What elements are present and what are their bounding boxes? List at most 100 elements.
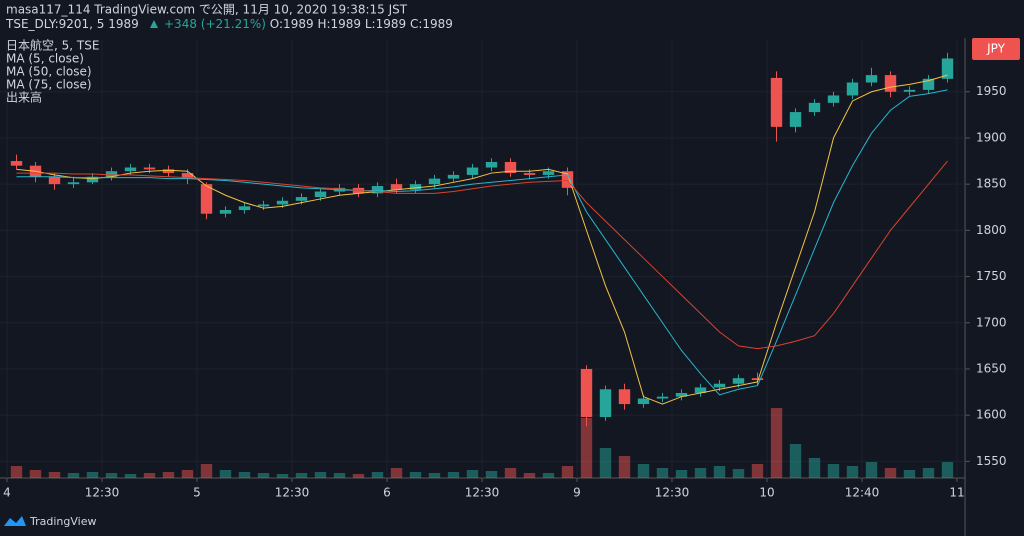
candle-body [846,82,859,96]
volume-bar [390,468,403,478]
y-tick-label: 1600 [976,408,1007,422]
volume-bar [523,473,536,478]
candle-body [713,383,726,388]
candle-body [732,378,745,384]
candle-body [789,112,802,127]
volume-bar [200,464,213,478]
x-tick-label: 12:30 [655,486,690,500]
volume-bar [295,473,308,478]
x-tick-label: 9 [573,486,581,500]
candle-body [67,182,80,185]
high: H:1989 [317,17,361,31]
moving-average [16,160,948,350]
candle-body [485,161,498,168]
open: O:1989 [270,17,314,31]
candle-body [827,95,840,103]
legend-item: MA (50, close) [6,65,92,79]
candle-body [276,200,289,205]
x-tick-label: 11 [949,486,964,500]
volume-bar [314,472,327,478]
candle-body [675,392,688,397]
candle-body [751,378,764,381]
moving-average [16,89,948,396]
x-tick-label: 12:40 [845,486,880,500]
publisher: masa117_114 TradingView.com で公開, 11月 10,… [6,3,408,17]
candle-body [884,75,897,92]
volume-bar [580,418,593,478]
symbol: TSE_DLY:9201, 5 [5,17,104,31]
volume-bar [865,462,878,478]
candle-body [599,389,612,418]
volume-bar [428,473,441,478]
volume-bar [219,470,232,478]
volume-bar [808,458,821,478]
volume-bar [48,472,61,478]
volume-bar [10,466,23,478]
x-tick-label: 12:30 [85,486,120,500]
volume-bar [181,470,194,478]
candle-body [637,398,650,405]
candle-body [390,184,403,190]
currency-badge[interactable] [972,38,1020,60]
volume-bar [675,470,688,478]
candle-body [409,184,422,190]
volume-bar [67,473,80,478]
x-tick-label: 12:30 [275,486,310,500]
quote: TSE_DLY:9201, 5 1989 [5,17,139,31]
candle-body [238,206,251,211]
volume-bar [86,472,99,478]
candle-body [618,389,631,405]
candle-body [295,197,308,201]
volume-bar [257,473,270,478]
volume-bar [637,464,650,478]
volume-bar [884,468,897,478]
candle-body [143,167,156,170]
x-tick-label: 10 [759,486,774,500]
logo [4,516,26,526]
volume-bar [941,462,954,478]
x-tick-label: 12:30 [465,486,500,500]
candle-body [694,387,707,393]
volume-bar [751,464,764,478]
candle-body [48,176,61,185]
volume-bar [238,472,251,478]
volume-bar [903,470,916,478]
volume-bar [656,468,669,478]
volume-bar [485,471,498,478]
x-tick-label: 6 [383,486,391,500]
volume-bar [143,473,156,478]
y-tick-label: 1850 [976,177,1007,191]
volume-bar [827,464,840,478]
candle-body [124,167,137,172]
candle-body [656,396,669,399]
y-tick-label: 1900 [976,130,1007,144]
candle-body [865,75,878,83]
candle-body [580,368,593,418]
volume-bar [542,473,555,478]
volume-bar [922,468,935,478]
moving-average [16,74,948,405]
volume-bar [352,474,365,478]
close: C:1989 [410,17,453,31]
volume-bar [276,474,289,478]
last: 1989 [108,17,139,31]
plot: 4 12:30 5 12:30 6 12:30 9 12:30 10 12:40 11 [0,40,965,500]
volume-bar [333,473,346,478]
candle-body [504,161,517,174]
volume-bar [618,456,631,478]
change: +348 (+21.21%) [164,17,266,31]
candle-body [219,210,232,214]
x-tick-label: 5 [193,486,201,500]
candle-body [371,186,384,194]
candle-body [428,178,441,185]
volume-bar [466,470,479,478]
up-arrow [150,20,158,28]
volume-bar [124,474,137,478]
candle-body [941,58,954,79]
legend-item: MA (5, close) [6,52,84,66]
legend-item: MA (75, close) [6,78,92,92]
y-tick-label: 1800 [976,223,1007,237]
volume-bar [162,472,175,478]
volume-bar [732,469,745,478]
